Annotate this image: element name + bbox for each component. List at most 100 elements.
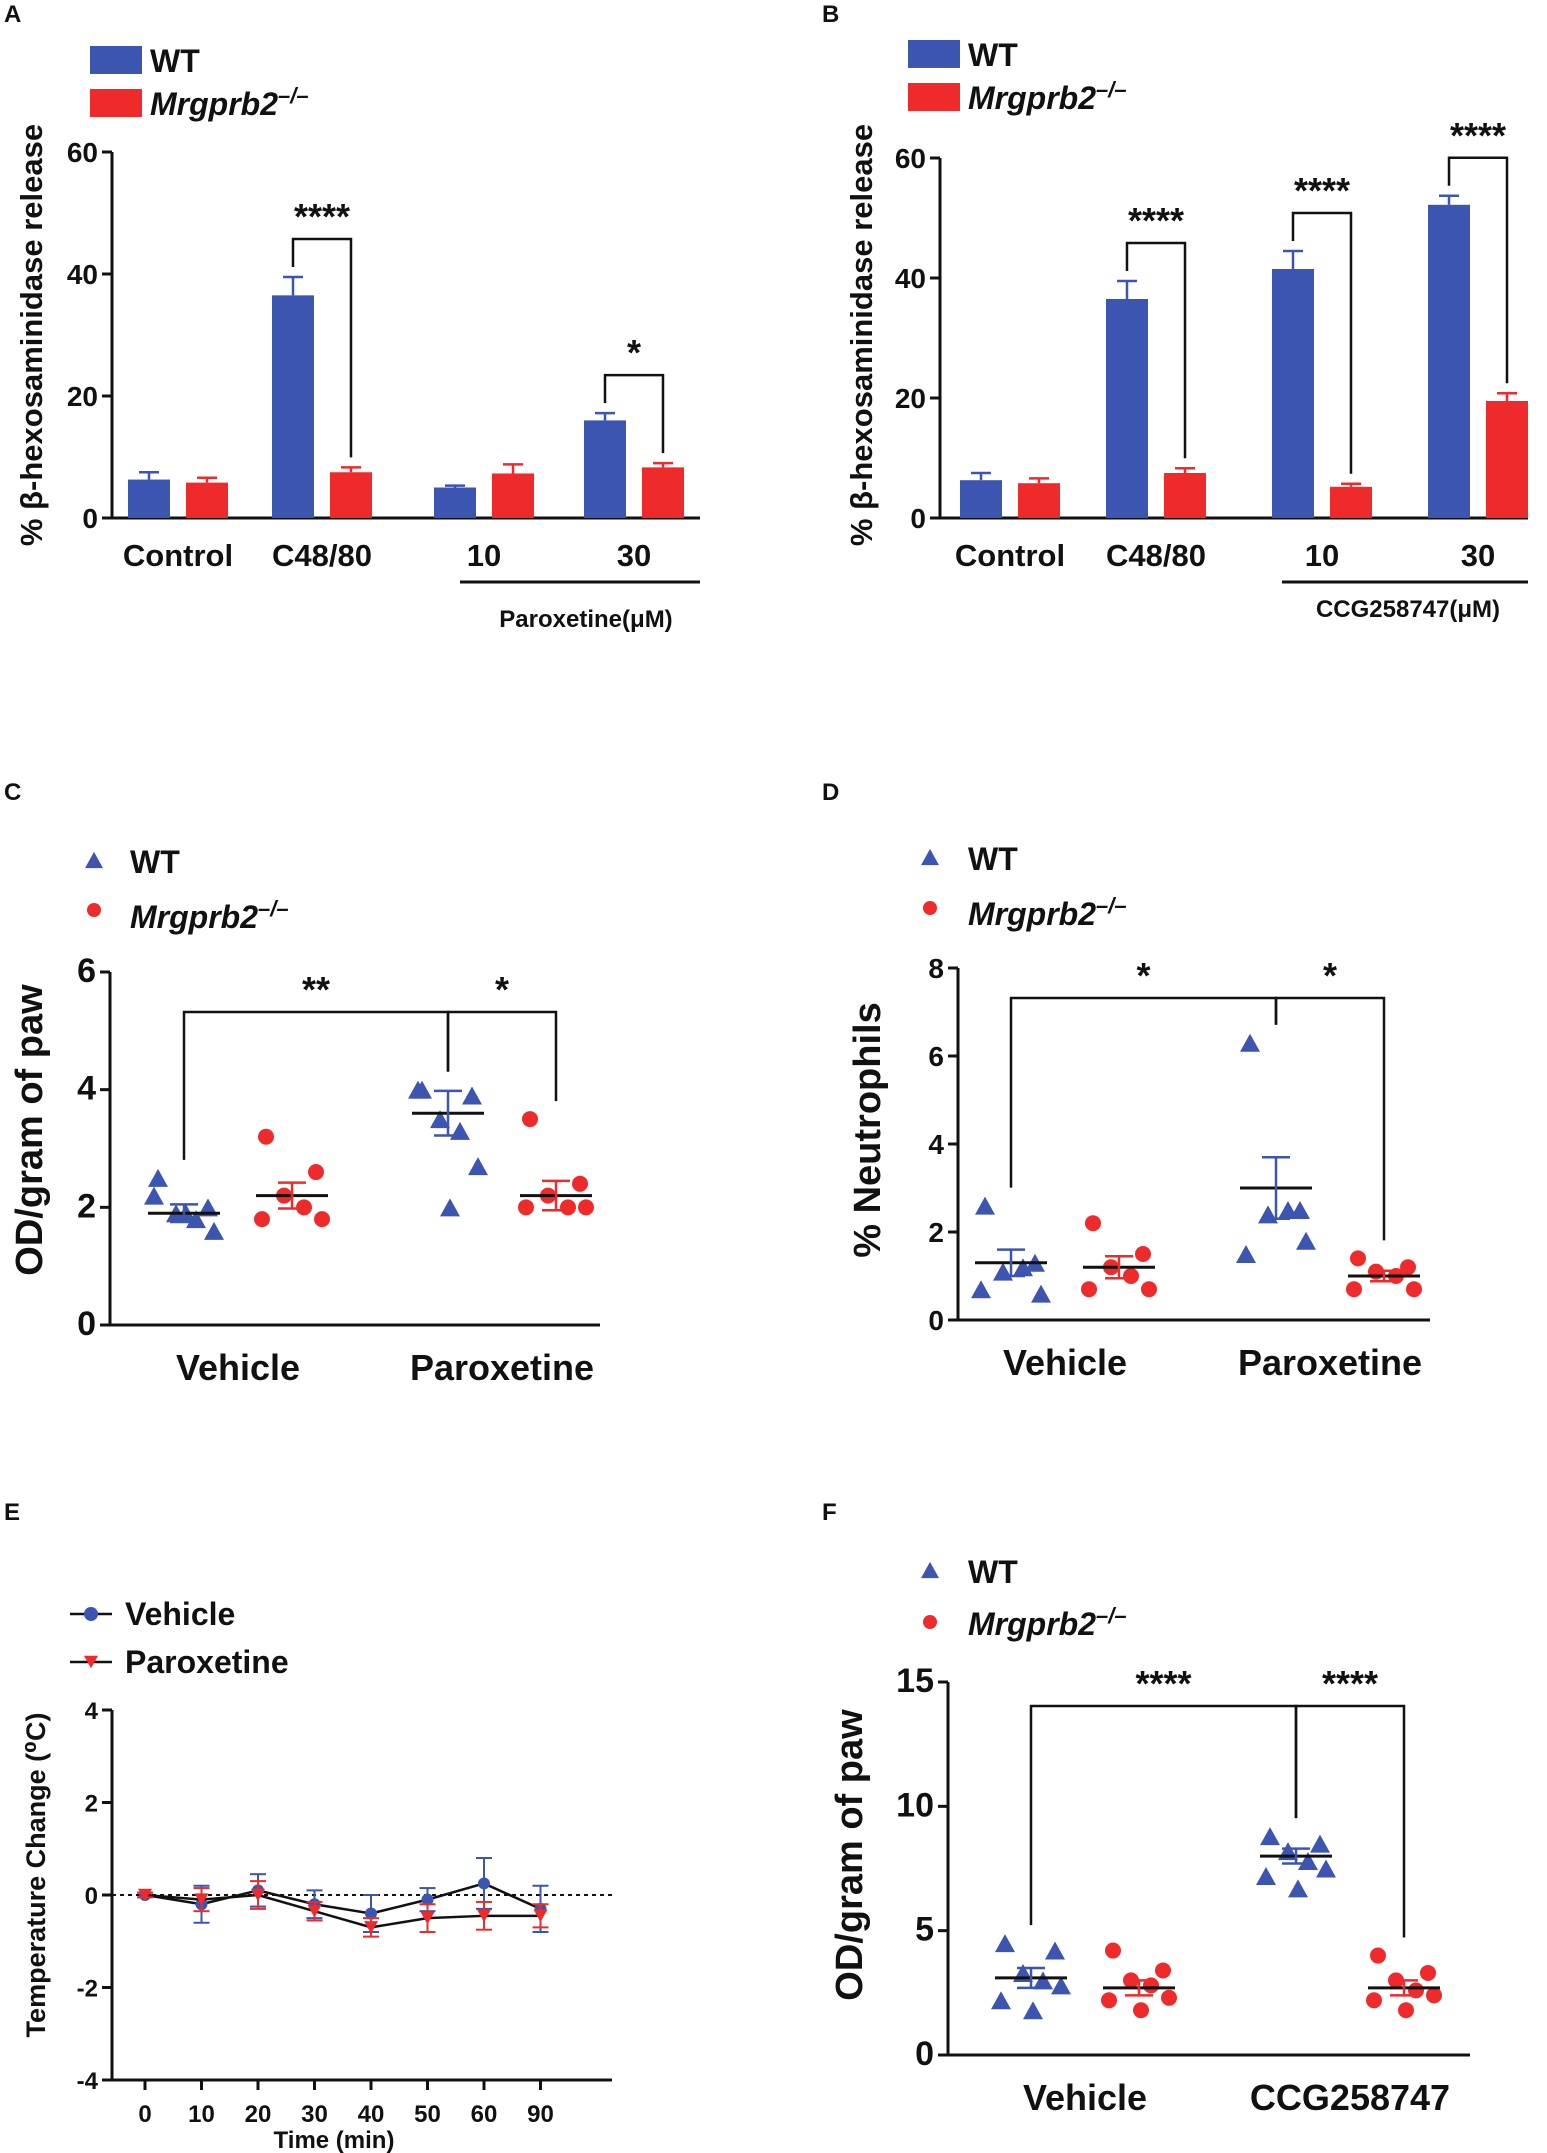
panel-b-sig-label: ****: [1294, 170, 1350, 211]
panel-c-point-ko: [572, 1175, 588, 1192]
panel-d-point-ko: [1081, 1281, 1097, 1298]
panel-e-y-tick-label: -2: [77, 1976, 98, 2003]
panel-a-bar-ko: [492, 473, 534, 518]
panel-d-letter: D: [822, 779, 839, 806]
panel-f-point-ko: [1370, 1947, 1386, 1964]
panel-b-bar-wt: [1272, 269, 1314, 518]
panel-a-category-label: C48/80: [272, 538, 372, 573]
panel-c-point-ko: [578, 1199, 594, 1216]
panel-d-y-tick-label: 4: [928, 1129, 944, 1160]
panel-e-point-paroxetine: [138, 1888, 152, 1902]
panel-c-legend-wt: WT: [130, 844, 180, 880]
panel-a-bar-wt: [584, 420, 626, 518]
panel-f-point-ko: [1398, 2002, 1414, 2019]
panel-f-point-ko: [1366, 1992, 1382, 2009]
panel-c: C WT Mrgprb2–/– OD/gram of paw: [4, 779, 289, 1276]
panel-d-sig-bracket: [1009, 996, 1278, 1188]
panel-d-point-ko: [1400, 1259, 1416, 1276]
panel-f-category-label: CCG258747: [1250, 2077, 1450, 2118]
panel-b-legend-ko-swatch: [908, 83, 960, 111]
panel-d-point-ko: [1123, 1268, 1139, 1284]
panel-a-sig-label: ****: [294, 196, 350, 237]
panel-e-x-tick-label: 10: [188, 2101, 215, 2128]
panel-b-legend-ko-name: Mrgprb2: [968, 80, 1096, 116]
panel-a-legend-wt-swatch: [90, 46, 142, 74]
panel-b-y-tick-label: 40: [895, 263, 926, 294]
panel-e-point-paroxetine: [307, 1904, 322, 1918]
panel-c-point-wt: [148, 1168, 168, 1187]
panel-a-category-label: Control: [123, 538, 233, 573]
panel-c-point-ko: [308, 1164, 324, 1181]
panel-f-point-ko: [1426, 1987, 1442, 2004]
panel-d-point-ko: [1350, 1250, 1366, 1267]
panel-b-sig-bracket: [1291, 211, 1353, 474]
panel-d-y-tick-label: 8: [928, 953, 944, 984]
panel-c-point-wt: [430, 1110, 450, 1129]
panel-a-letter: A: [4, 1, 21, 28]
panel-b-sig-label: ****: [1128, 200, 1184, 241]
panel-c-legend-ko-marker: [87, 903, 101, 917]
panel-e-legend-paroxetine-marker: [84, 1655, 98, 1669]
panel-e: E Vehicle Paroxetine Temperature Change …: [4, 1499, 394, 2153]
panel-e-legend-vehicle: Vehicle: [125, 1596, 235, 1632]
panel-f-point-ko: [1161, 1989, 1177, 2006]
panel-f-point-wt: [1033, 1971, 1053, 1990]
panel-c-point-wt: [450, 1121, 470, 1140]
panel-e-point-paroxetine: [477, 1909, 491, 1923]
panel-e-point-paroxetine: [420, 1911, 435, 1925]
panel-a-y-tick-label: 60: [67, 137, 98, 168]
panel-e-y-tick-label: 2: [85, 1791, 98, 1818]
panel-d-category-label: Paroxetine: [1238, 1342, 1422, 1383]
panel-a-sig-bracket: [291, 237, 353, 458]
panel-d-point-wt: [1278, 1201, 1298, 1219]
panel-c-sig-bracket: [446, 1010, 558, 1102]
panel-c-y-tick-label: 4: [77, 1070, 96, 1108]
panel-f-y-tick-label: 10: [896, 1786, 934, 1824]
panel-a-bar-wt: [128, 479, 170, 518]
panel-e-x-tick-label: 0: [138, 2101, 151, 2128]
panel-f-point-wt: [1310, 1834, 1330, 1853]
panel-d-point-wt: [1031, 1284, 1051, 1303]
panel-f-y-tick-label: 5: [915, 1911, 934, 1949]
panel-b-legend-wt-swatch: [908, 40, 960, 68]
panel-a-sig-label: *: [627, 332, 641, 373]
panel-d-point-wt: [1240, 1033, 1260, 1052]
panel-b-plot: 0 20 40 60 Control C48/80 **** 10 **** 30 ****: [895, 40, 1528, 584]
panel-f-point-ko: [1133, 2002, 1149, 2019]
panel-d-y-tick-label: 0: [928, 1305, 944, 1336]
panel-f-category-label: Vehicle: [1023, 2077, 1147, 2118]
panel-d-legend-ko-name: Mrgprb2: [968, 896, 1096, 932]
panel-b-bar-ko: [1486, 401, 1528, 518]
panel-c-legend-wt-marker: [85, 851, 103, 869]
panel-d-legend-wt-marker: [921, 848, 939, 866]
panel-f-point-wt: [1256, 1866, 1276, 1885]
panel-d-y-tick-label: 6: [928, 1041, 944, 1072]
panel-e-y-tick-label: 4: [85, 1698, 99, 1725]
panel-c-point-wt: [462, 1086, 482, 1105]
panel-f-point-wt: [1260, 1827, 1280, 1846]
panel-f-point-wt: [995, 1934, 1015, 1953]
panel-c-letter: C: [4, 779, 21, 806]
panel-a-y-tick-label: 20: [67, 381, 98, 412]
panel-e-xlabel: Time (min): [274, 2127, 395, 2153]
panel-b-category-label: 10: [1305, 538, 1339, 573]
panel-e-letter: E: [4, 1499, 20, 1526]
panel-a-bar-ko: [642, 467, 684, 518]
panel-c-y-tick-label: 0: [77, 1305, 96, 1343]
panel-f-point-wt: [1298, 1852, 1318, 1871]
panel-f-legend-wt-marker: [921, 1561, 939, 1579]
panel-f-legend-wt: WT: [968, 1554, 1018, 1590]
panel-d-point-wt: [975, 1196, 995, 1215]
panel-e-x-tick-label: 60: [471, 2101, 498, 2128]
panel-c-point-ko: [560, 1199, 576, 1216]
panel-b-bar-wt: [960, 480, 1002, 518]
panel-c-legend-ko-name: Mrgprb2: [130, 899, 258, 935]
panel-b-letter: B: [822, 1, 839, 28]
panel-f-point-wt: [1288, 1879, 1308, 1898]
panel-f-point-ko: [1101, 1992, 1117, 2009]
panel-e-point-paroxetine: [251, 1888, 265, 1902]
panel-f-sig-bracket: [1294, 1704, 1406, 1938]
panel-d-point-ko: [1141, 1281, 1157, 1298]
panel-b-bar-ko: [1164, 473, 1206, 518]
